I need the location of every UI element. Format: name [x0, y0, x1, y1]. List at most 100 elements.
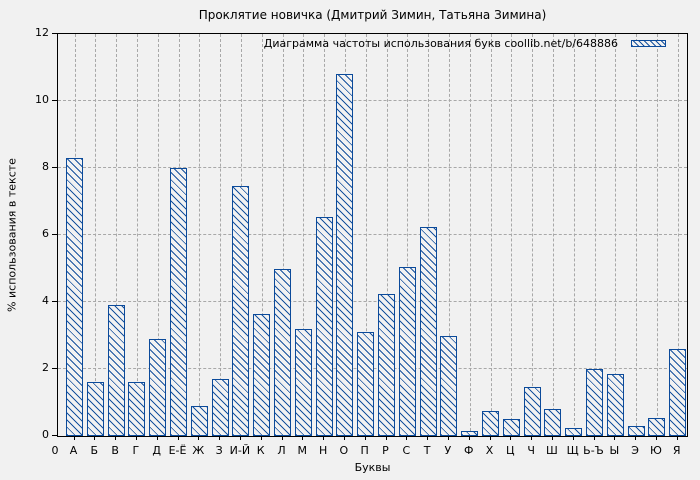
y-tick-6 [52, 234, 57, 235]
v-gridline-Л [282, 34, 284, 436]
y-tick-label-2: 2 [42, 361, 49, 374]
x-axis-title: Буквы [354, 461, 391, 474]
x-tick-label-Л: Л [277, 444, 286, 457]
x-tick-Х [489, 436, 491, 440]
x-tick-label-Г: Г [132, 444, 140, 457]
v-gridline-Ы [615, 34, 617, 436]
x-tick-Я [676, 436, 678, 440]
x-tick-Д [156, 436, 158, 440]
x-tick-label-К: К [256, 444, 265, 457]
bar-Е-Ё [170, 168, 187, 436]
x-tick-Ж [198, 436, 200, 440]
v-gridline-Г [136, 34, 138, 436]
x-tick-label-Ц: Ц [506, 444, 515, 457]
bar-В [107, 305, 125, 436]
v-gridline-Ю [656, 34, 658, 436]
y-tick-label-12: 12 [35, 26, 49, 39]
h-gridline-10 [58, 100, 687, 101]
x-tick-label-Ш: Ш [546, 444, 558, 457]
h-gridline-8 [58, 167, 687, 168]
x-tick-label-А: А [69, 444, 78, 457]
v-gridline-Я [677, 34, 679, 436]
x-tick-label-Б: Б [90, 444, 99, 457]
v-gridline-Р [386, 34, 388, 436]
x-tick-Ы [614, 436, 616, 440]
legend-swatch-icon [631, 40, 666, 47]
legend: Диаграмма частоты использования букв coo… [264, 37, 666, 50]
x-tick-label-Я: Я [672, 444, 681, 457]
v-gridline-Б [95, 34, 97, 436]
y-tick-label-4: 4 [42, 294, 49, 307]
x-tick-label-Т: Т [423, 444, 431, 457]
x-tick-Л [281, 436, 283, 440]
v-gridline-Х [490, 34, 492, 436]
x-tick-label-Р: Р [382, 444, 389, 457]
x-tick-Ц [510, 436, 512, 440]
x-tick-label-З: З [215, 444, 223, 457]
bar-Э [627, 425, 645, 436]
bar-Ц [502, 419, 520, 436]
bar-Т [419, 226, 437, 436]
bar-Ю [648, 417, 666, 436]
y-tick-12 [52, 33, 57, 34]
x-tick-label-О: О [339, 444, 349, 457]
y-tick-2 [52, 368, 57, 369]
v-gridline-М [303, 34, 305, 436]
y-tick-0 [52, 435, 57, 436]
x-tick-У [447, 436, 449, 440]
x-tick-Ч [531, 436, 533, 440]
bar-Г [128, 382, 146, 436]
bar-Я [669, 348, 687, 436]
h-gridline-4 [58, 301, 687, 302]
v-gridline-Ц [511, 34, 513, 436]
x-tick-Г [135, 436, 137, 440]
x-tick-label-Ф: Ф [463, 444, 474, 457]
bar-С [398, 266, 416, 436]
x-tick-Щ [572, 436, 574, 440]
bar-Р [378, 293, 395, 436]
v-gridline-Ж [199, 34, 201, 436]
x-tick-label-Щ: Щ [566, 444, 579, 457]
bar-Д [149, 338, 167, 436]
bar-Ш [544, 409, 562, 436]
y-tick-label-8: 8 [42, 160, 49, 173]
y-tick-label-0: 0 [42, 428, 49, 441]
v-gridline-К [261, 34, 263, 436]
chart-title: Проклятие новичка (Дмитрий Зимин, Татьян… [198, 8, 547, 22]
bar-З [211, 379, 229, 436]
x-tick-З [219, 436, 221, 440]
x-tick-Р [385, 436, 387, 440]
x-tick-Ф [468, 436, 470, 440]
x-tick-label-С: С [402, 444, 411, 457]
bar-Ж [190, 405, 208, 436]
x-tick-label-П: П [360, 444, 369, 457]
v-gridline-У [448, 34, 450, 436]
bar-Ь-Ъ [586, 369, 603, 436]
x-tick-М [302, 436, 304, 440]
v-gridline-Ш [552, 34, 554, 436]
x-tick-Э [635, 436, 637, 440]
x-tick-label-И-Й: И-Й [229, 444, 251, 457]
x-tick-label-М: М [297, 444, 308, 457]
v-gridline-Щ [573, 34, 575, 436]
x-tick-П [364, 436, 366, 440]
v-gridline-П [365, 34, 367, 436]
y-tick-4 [52, 301, 57, 302]
x-tick-И-Й [239, 436, 241, 440]
v-gridline-Э [636, 34, 638, 436]
bar-Х [482, 410, 499, 436]
bar-Ф [461, 430, 479, 436]
bar-М [294, 328, 312, 436]
x-tick-К [260, 436, 262, 440]
bar-А [66, 157, 83, 436]
x-tick-Н [323, 436, 325, 440]
bar-П [357, 332, 375, 436]
x-tick-Ю [655, 436, 657, 440]
x-tick-С [406, 436, 408, 440]
v-gridline-Ч [532, 34, 534, 436]
x-tick-label-Ь-Ъ: Ь-Ъ [583, 444, 604, 457]
x-tick-label-Ж: Ж [192, 444, 205, 457]
x-tick-label-Ч: Ч [527, 444, 535, 457]
bar-Б [86, 382, 104, 436]
y-tick-label-6: 6 [42, 227, 49, 240]
